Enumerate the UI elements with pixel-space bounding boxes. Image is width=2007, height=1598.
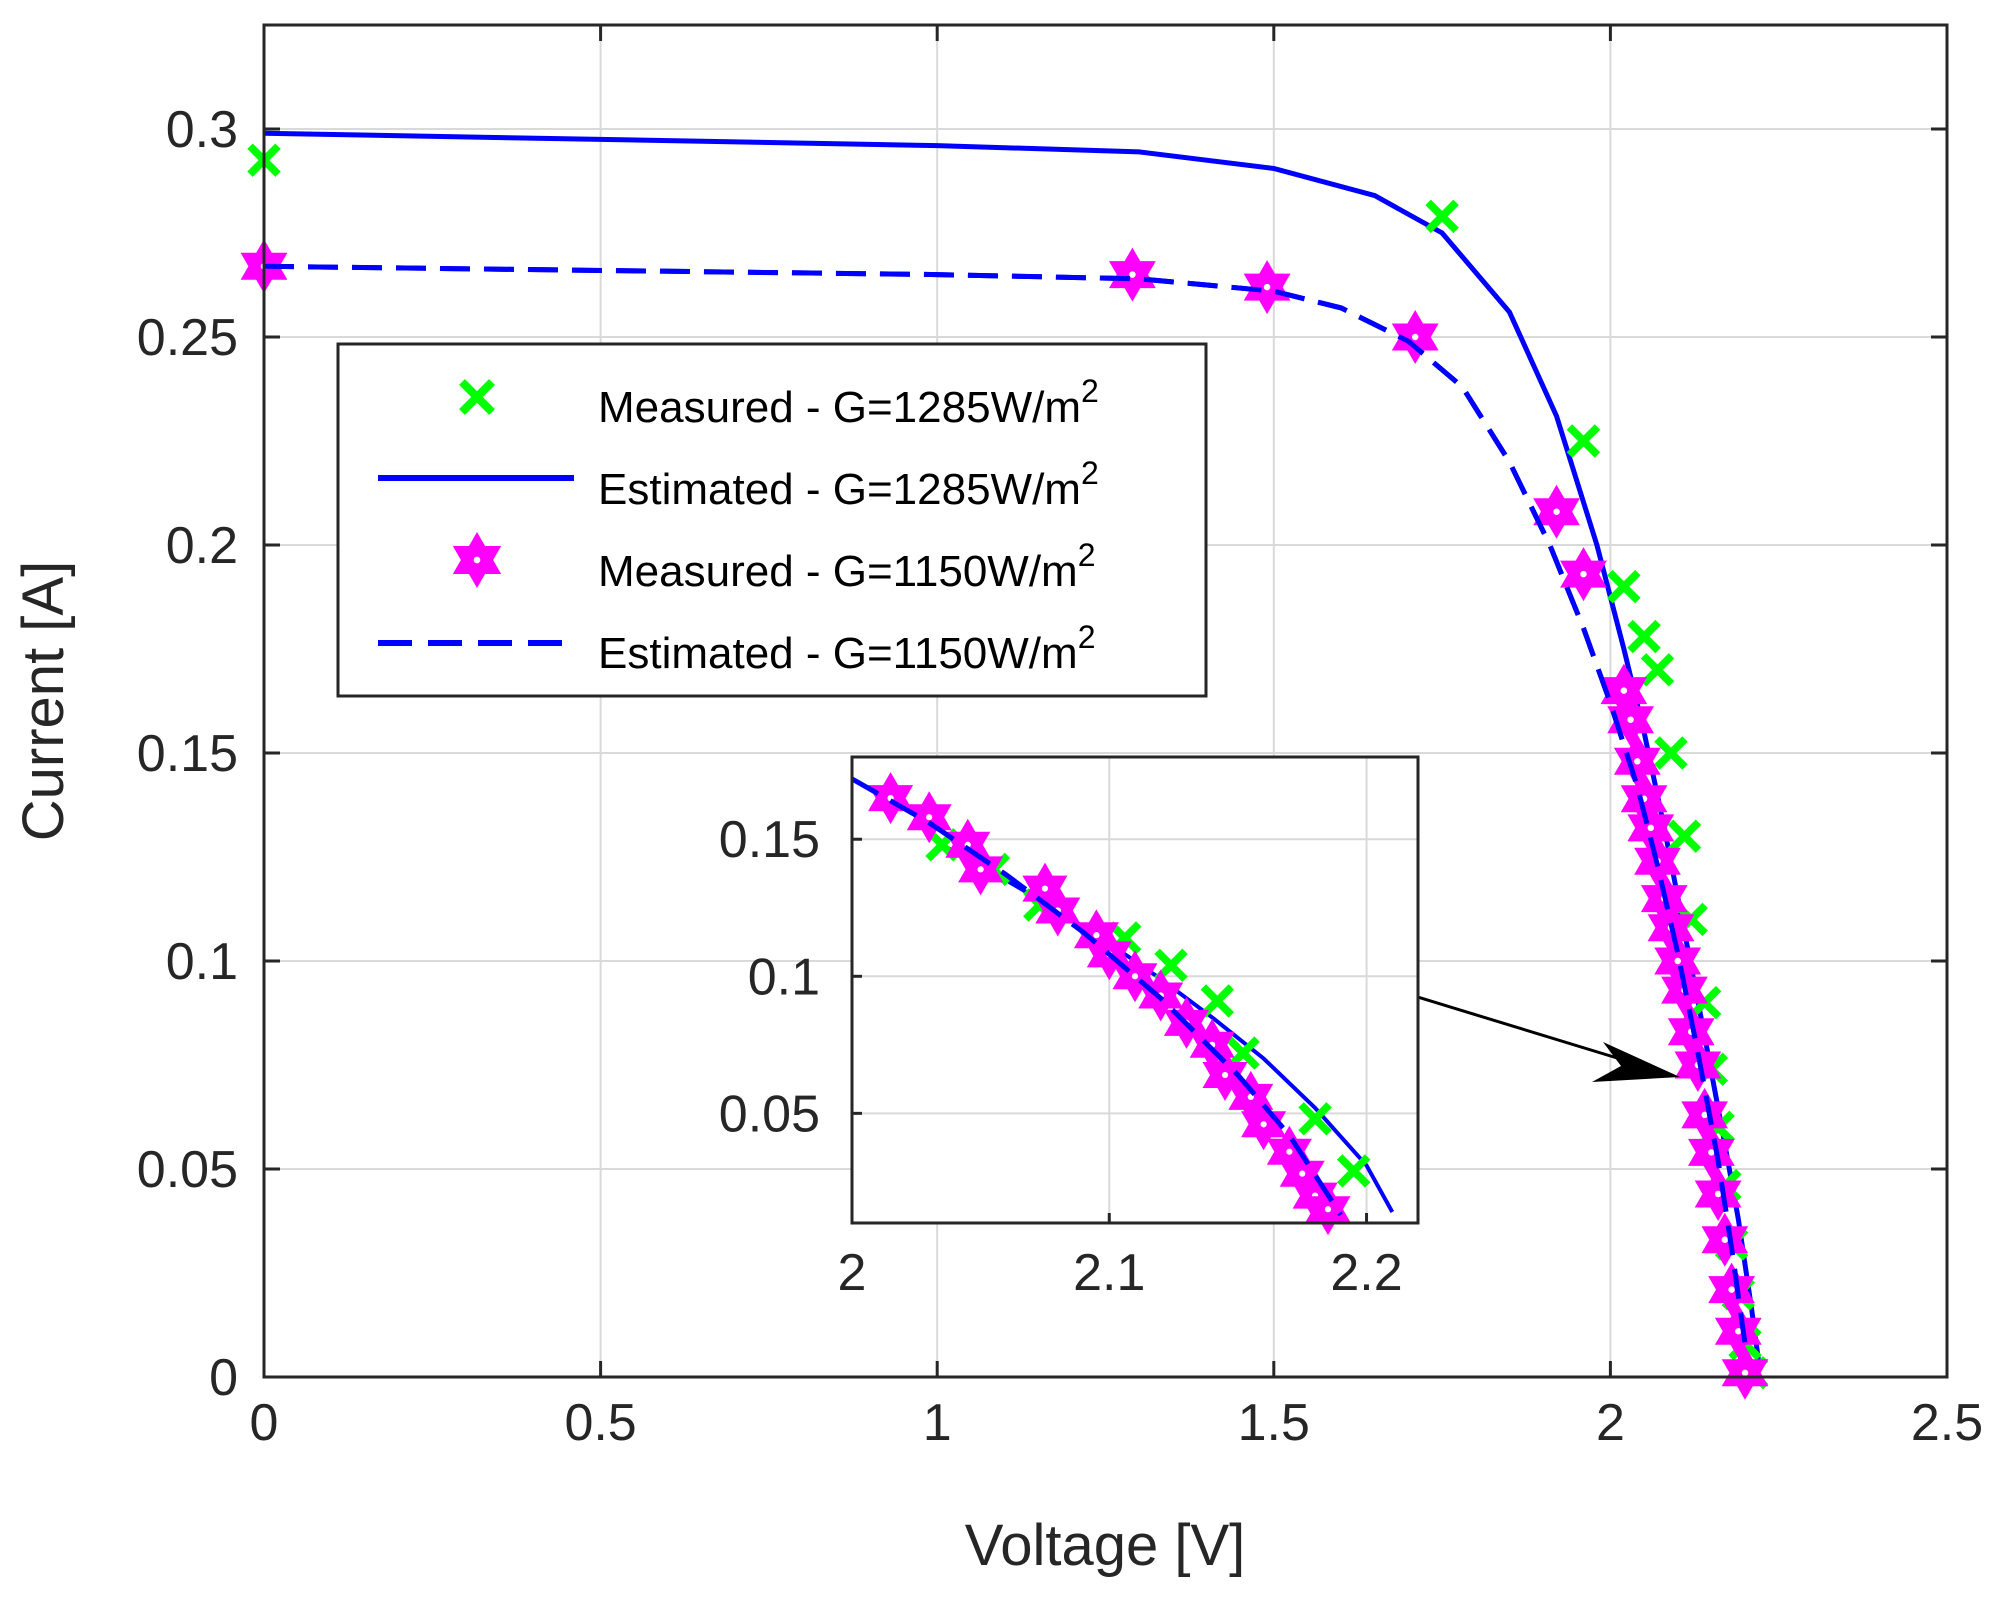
inset-x-tick-label: 2.1 bbox=[1073, 1244, 1145, 1302]
x-tick-label: 1 bbox=[923, 1394, 952, 1452]
measured-1285-point bbox=[1566, 424, 1601, 458]
measured-1150-point bbox=[1708, 1262, 1755, 1317]
measured-1285-point bbox=[1627, 619, 1661, 654]
inset-estimated-1150-line bbox=[852, 776, 1343, 1217]
measured-1150-point bbox=[1701, 1212, 1749, 1267]
measured-1285-point bbox=[1607, 569, 1641, 604]
measured-1150-point bbox=[1688, 1125, 1735, 1180]
y-tick-label: 0.1 bbox=[166, 933, 238, 991]
inset-y-tick-label: 0.05 bbox=[719, 1085, 820, 1143]
x-tick-label: 2 bbox=[1596, 1394, 1625, 1452]
legend: Measured - G=1285W/m2 Estimated - G=1285… bbox=[336, 342, 1208, 698]
legend-star-marker bbox=[452, 532, 502, 588]
y-axis-label: Current [A] bbox=[11, 561, 76, 841]
measured-1285-point bbox=[1667, 819, 1702, 853]
measured-1150-point bbox=[1533, 484, 1580, 539]
y-tick-label: 0 bbox=[209, 1349, 238, 1407]
y-tick-label: 0.05 bbox=[137, 1141, 238, 1199]
inset-measured-1285-point bbox=[1336, 1154, 1371, 1188]
legend-x-symbol bbox=[459, 379, 495, 415]
legend-star-symbol bbox=[452, 532, 502, 588]
legend-label-measured-1285: Measured - G=1285W/m2 bbox=[598, 373, 1099, 432]
measured-1150-point bbox=[1694, 1167, 1742, 1221]
inset-measured-1285-point bbox=[1298, 1102, 1332, 1136]
inset-y-tick-label: 0.1 bbox=[748, 948, 820, 1006]
zoom-arrow-head bbox=[1592, 1042, 1680, 1082]
measured-1150-point bbox=[1714, 1304, 1762, 1359]
inset-x-tick-label: 2 bbox=[838, 1244, 867, 1302]
legend-entry-measured-1150: Measured - G=1150W/m2 bbox=[452, 532, 1096, 596]
legend-label-measured-1150: Measured - G=1150W/m2 bbox=[598, 537, 1096, 596]
measured-1150-point bbox=[1627, 800, 1675, 855]
measured-1150-point bbox=[1600, 663, 1648, 718]
main-ticks: 0 0.5 1 1.5 2 2.5 0 0.05 0.1 0.15 0.2 0.25 0.3 bbox=[137, 25, 1983, 1452]
measured-1285-point bbox=[1640, 653, 1675, 687]
x-tick-label: 0 bbox=[250, 1394, 279, 1452]
inset-axes-box bbox=[850, 755, 1420, 1225]
inset-x-tick-label: 2.2 bbox=[1330, 1244, 1402, 1302]
inset-zoom-plot: 2 2.1 2.2 0.05 0.1 0.15 bbox=[719, 755, 1420, 1302]
measured-1285-point bbox=[1425, 199, 1459, 234]
measured-1150-point bbox=[1560, 547, 1607, 602]
x-tick-label: 1.5 bbox=[1238, 1394, 1310, 1452]
main-axes-box bbox=[262, 23, 1949, 1379]
inset-y-tick-label: 0.15 bbox=[719, 811, 820, 869]
inset-measured-1150-point bbox=[868, 772, 914, 825]
inset-ticks: 2 2.1 2.2 0.05 0.1 0.15 bbox=[719, 811, 1403, 1302]
x-tick-label: 0.5 bbox=[564, 1394, 636, 1452]
x-axis-label: Voltage [V] bbox=[965, 1513, 1246, 1578]
legend-label-estimated-1150: Estimated - G=1150W/m2 bbox=[598, 619, 1095, 678]
y-tick-label: 0.25 bbox=[137, 309, 238, 367]
legend-entry-measured-1285: Measured - G=1285W/m2 bbox=[459, 373, 1099, 432]
main-markers bbox=[240, 143, 1769, 1400]
legend-x-marker bbox=[459, 379, 495, 415]
estimated-1150-line-overlay bbox=[263, 263, 1748, 1345]
y-tick-label: 0.3 bbox=[166, 101, 238, 159]
legend-label-estimated-1285: Estimated - G=1285W/m2 bbox=[598, 455, 1099, 514]
measured-1150-point bbox=[1654, 934, 1702, 988]
measured-1150-point bbox=[1681, 1087, 1728, 1142]
y-tick-label: 0.15 bbox=[137, 725, 238, 783]
measured-1285-point bbox=[1654, 736, 1688, 770]
x-tick-label: 2.5 bbox=[1911, 1394, 1983, 1452]
inset-measured-1150-point bbox=[958, 843, 1004, 896]
legend-entry-estimated-1150: Estimated - G=1150W/m2 bbox=[378, 619, 1095, 678]
inset-measured-1150-point bbox=[1112, 950, 1158, 1003]
inset-markers bbox=[852, 772, 1371, 1236]
inset-measured-1150-point bbox=[1305, 1183, 1351, 1236]
legend-entry-estimated-1285: Estimated - G=1285W/m2 bbox=[378, 455, 1099, 514]
y-tick-label: 0.2 bbox=[166, 517, 238, 575]
